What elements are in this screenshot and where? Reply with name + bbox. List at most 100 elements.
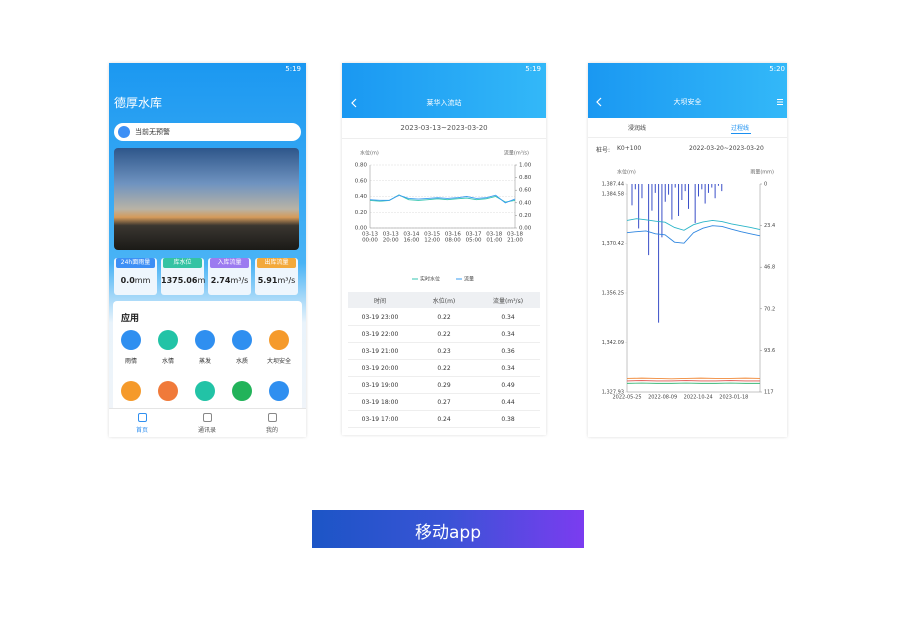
table-cell: 0.23 [437,348,451,355]
back-button[interactable] [350,98,358,108]
table-cell: 0.36 [501,348,515,355]
stat-value-row: 1375.06m [161,276,206,285]
stat-value: 0.0 [120,276,135,285]
nav-icon[interactable] [203,413,212,422]
y2-axis-title: 雨量(mm) [750,169,774,176]
rain-bar [707,184,709,193]
x-tick-label: 03-15 [424,232,440,238]
stat-unit: m³/s [230,276,249,285]
y-tick-label: 1,356.25 [602,291,624,297]
screen-title: 大坝安全 [673,98,702,106]
app-icon[interactable] [121,381,141,401]
table-row-line [348,342,540,343]
screen-title: 莱华入流站 [426,99,462,107]
table-row-line [348,359,540,360]
app-icon[interactable] [269,381,289,401]
series-line [626,225,761,244]
nav-label[interactable]: 我的 [265,427,278,434]
table-cell: 0.27 [437,399,451,406]
divider [342,138,546,139]
y-tick-label: 1,387.44 [602,182,624,188]
menu-button[interactable] [776,98,784,106]
app-icon[interactable] [158,381,178,401]
y2-tick-label: 0.80 [519,175,532,181]
y-tick-label: 1,327.93 [602,390,624,396]
rain-bar [638,184,640,229]
notice-icon [118,126,130,138]
stat-value: 5.91 [257,276,278,285]
series-line [626,218,761,231]
x-tick-label: 01:00 [486,238,502,244]
app-icon[interactable] [121,330,141,350]
x-tick-label: 21:00 [507,238,523,244]
app-label: 水质 [235,358,248,365]
nav-icon[interactable] [138,413,147,422]
table-cell: 0.44 [501,399,515,406]
y2-tick-label: 117 [764,390,774,396]
nav-label[interactable]: 首页 [135,427,148,434]
header [588,63,787,118]
app-icon[interactable] [195,330,215,350]
y-tick-label: 1,342.09 [602,340,624,346]
stat-label: 入库流量 [210,258,249,268]
stat-card: 入库流量 2.74m³/s [208,258,251,295]
tab[interactable]: 浸润线 [628,125,647,132]
table-cell: 03-19 19:00 [361,382,399,389]
stat-value-row: 5.91m³/s [255,276,298,285]
status-time: 5:20 [769,65,785,73]
rain-bar [674,184,676,188]
legend-label: 实时水位 [420,276,440,283]
y-tick-label: 0.20 [355,210,368,216]
app-icon[interactable] [158,330,178,350]
rain-bar [717,184,719,186]
rain-bar [658,184,660,323]
date-range[interactable]: 2023-03-13~2023-03-20 [400,124,488,132]
table-cell: 0.29 [437,382,451,389]
footer-text: 移动app [415,523,481,543]
x-tick-label: 12:00 [424,238,440,244]
table-cell: 0.24 [437,416,451,423]
rain-bar [681,184,683,200]
rain-bar [651,184,653,211]
y2-axis-title: 流量(m³/s) [504,150,529,157]
nav-label[interactable]: 通讯录 [197,427,216,434]
table-header-bg [348,292,540,308]
x-tick-label: 2022-08-09 [648,395,677,401]
table-header: 流量(m³/s) [492,298,524,305]
app-icon[interactable] [195,381,215,401]
table-cell: 0.34 [501,365,515,372]
x-tick-label: 03-13 [383,232,399,238]
tab-active[interactable]: 过程线 [731,125,750,132]
table-header: 时间 [373,298,386,305]
stat-card: 24h面雨量 0.0mm [114,258,157,295]
app-label: 雨情 [124,358,137,365]
stat-label: 出库流量 [257,258,296,268]
notice-text: 当前无预警 [135,128,170,136]
table-cell: 0.49 [501,382,515,389]
back-button[interactable] [595,97,603,107]
app-label: 蒸发 [198,358,211,365]
dam-screen: 5:20 大坝安全 浸润线 过程线 桩号: K0+100 2022-03-20~… [588,63,787,437]
stat-unit: m³/s [277,276,296,285]
rain-bar [701,184,703,190]
x-tick-label: 03-18 [507,232,523,238]
x-tick-label: 16:00 [403,238,419,244]
app-icon[interactable] [269,330,289,350]
stat-value-row: 2.74m³/s [208,276,251,285]
x-tick-label: 2022-05-25 [612,395,641,401]
date-range[interactable]: 2022-03-20~2023-03-20 [689,145,764,152]
y-tick-label: 1,384.58 [602,191,624,197]
app-icon[interactable] [232,330,252,350]
y2-tick-label: 0.20 [519,213,532,219]
x-tick-label: 08:00 [445,238,461,244]
dam-chart: 水位(m) 雨量(mm) 1,387.44 1,384.58 1,370.42 1,356… [602,169,775,401]
home-screen: 5:19 德厚水库 当前无预警 24h面雨量 0.0mm 库水位 1375.06m 入库… [109,63,306,437]
stat-unit: m [197,276,206,285]
app-icon[interactable] [232,381,252,401]
x-tick-label: 2023-01-18 [719,395,748,401]
notice-bar[interactable]: 当前无预警 [114,123,301,141]
rain-bar [631,184,633,206]
station-select[interactable]: K0+100 [617,145,642,152]
nav-icon[interactable] [268,413,277,422]
